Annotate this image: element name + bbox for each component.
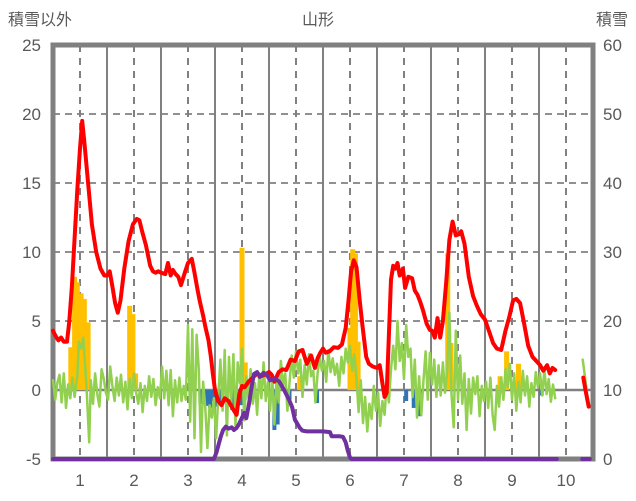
left-tick-label: 0 [32, 381, 41, 400]
red-line [51, 118, 558, 417]
orange-bars [350, 249, 356, 390]
chart-title: 山形 [301, 12, 334, 29]
blue-bars [204, 390, 209, 406]
orange-bars [74, 282, 80, 390]
x-tick-label: 2 [129, 471, 138, 490]
orange-bars [78, 293, 84, 390]
x-tick-label: 8 [453, 471, 462, 490]
x-tick-label: 3 [183, 471, 192, 490]
orange-bars [130, 314, 136, 390]
purple-line [51, 370, 559, 461]
orange-bars [68, 347, 74, 390]
left-tick-label: 10 [22, 243, 41, 262]
right-tick-label: 50 [603, 105, 622, 124]
left-tick-label: 5 [32, 312, 41, 331]
left-tick-label: 20 [22, 105, 41, 124]
orange-bars [72, 276, 78, 390]
right-tick-label: 0 [603, 450, 612, 469]
left-tick-label: 25 [22, 36, 41, 55]
red-line [581, 375, 591, 409]
x-tick-label: 1 [75, 471, 84, 490]
blue-bars [275, 390, 280, 425]
blue-bars [411, 390, 416, 408]
green-line [51, 311, 557, 454]
orange-bars [352, 253, 358, 390]
blue-bars [208, 390, 213, 408]
x-tick-label: 10 [557, 471, 576, 490]
orange-bars [85, 322, 91, 390]
orange-bars [127, 305, 133, 390]
blue-bars [211, 390, 216, 402]
orange-bars [515, 363, 521, 390]
x-tick-label: 9 [507, 471, 516, 490]
left-tick-label: -5 [26, 450, 41, 469]
blue-bars [217, 390, 222, 404]
x-tick-label: 7 [399, 471, 408, 490]
left-axis-title: 積雪以外 [8, 12, 73, 29]
orange-bars [297, 376, 303, 390]
right-tick-label: 10 [603, 381, 622, 400]
orange-bars [445, 253, 451, 390]
x-tick-label: 6 [345, 471, 354, 490]
right-tick-label: 20 [603, 312, 622, 331]
plot-border [50, 42, 596, 462]
left-tick-label: 15 [22, 174, 41, 193]
x-tick-label: 5 [291, 471, 300, 490]
x-tick-label: 4 [237, 471, 246, 490]
right-tick-label: 30 [603, 243, 622, 262]
right-tick-label: 40 [603, 174, 622, 193]
blue-bars [238, 390, 243, 406]
right-tick-label: 60 [603, 36, 622, 55]
right-axis-title: 積雪 [595, 12, 628, 29]
orange-bars [355, 341, 361, 390]
blue-bars [404, 390, 409, 402]
orange-bars [239, 247, 245, 390]
